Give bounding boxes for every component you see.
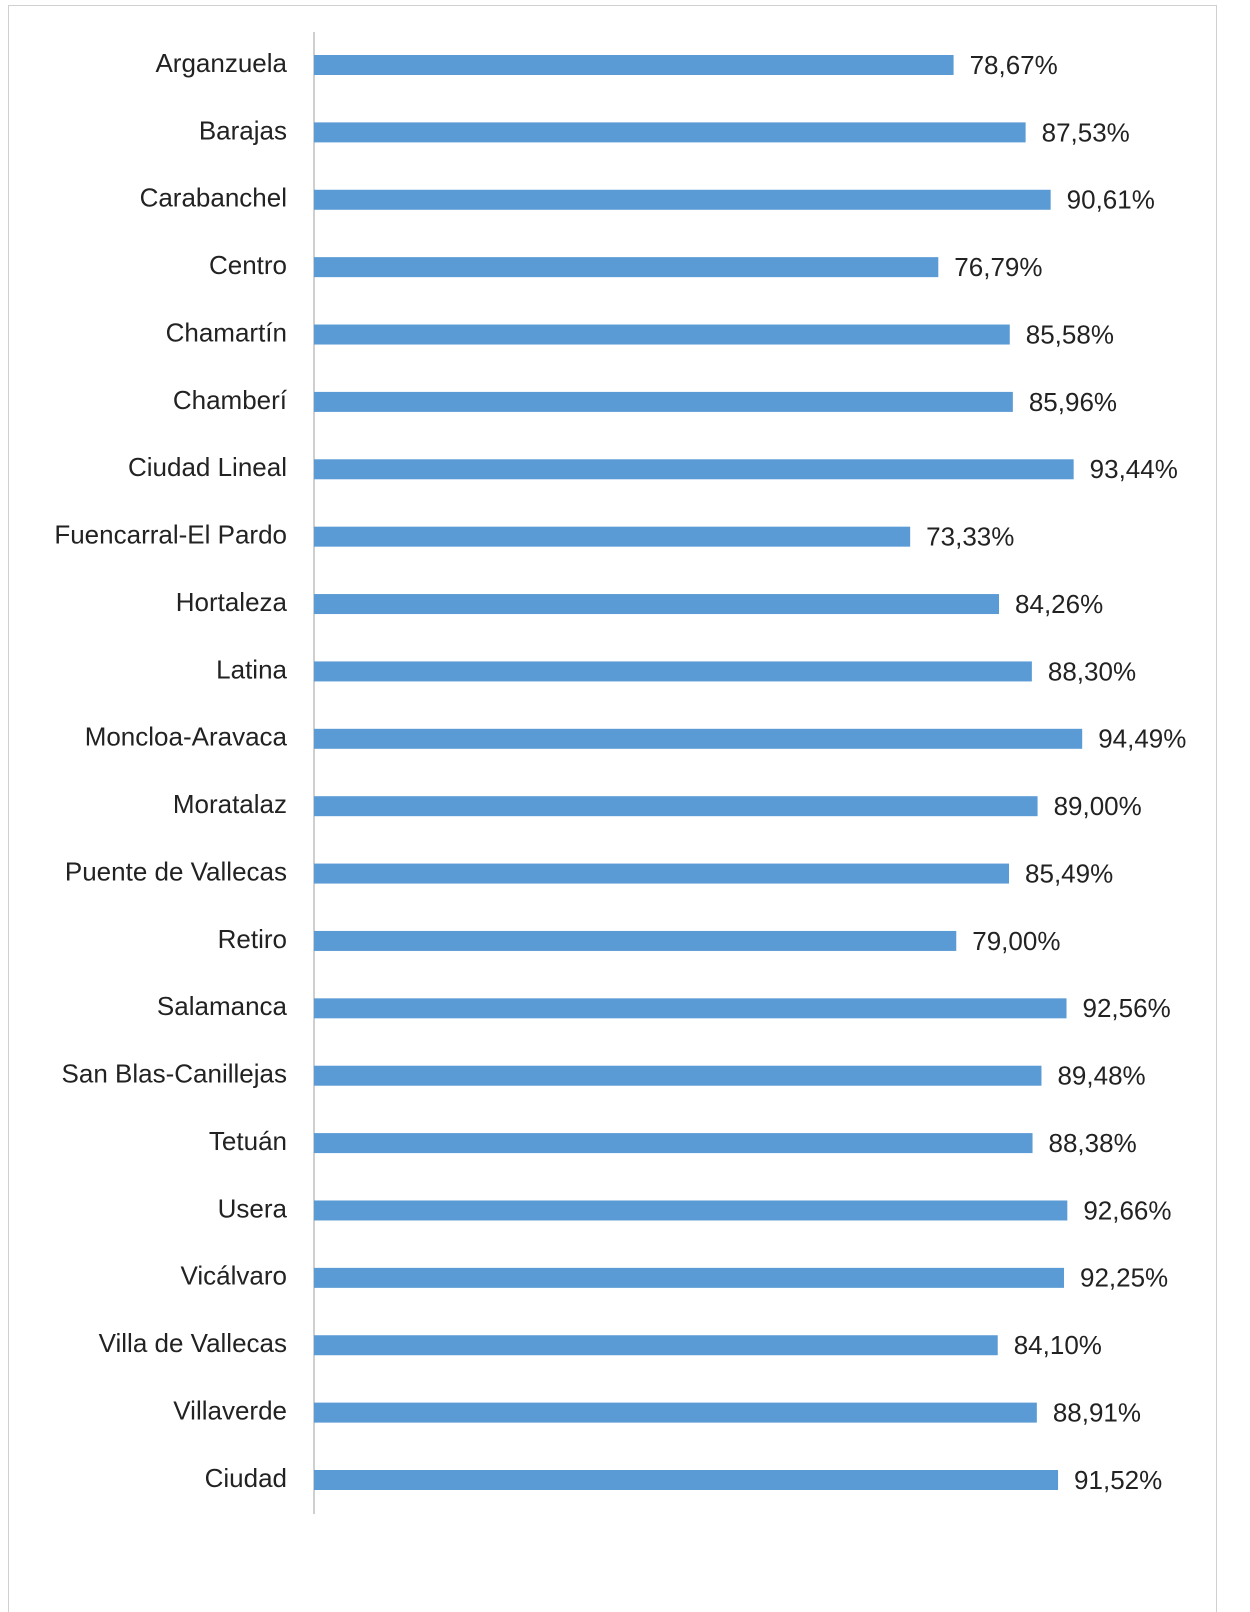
category-label: Carabanchel xyxy=(140,183,287,213)
value-label: 88,38% xyxy=(1049,1128,1137,1158)
bar xyxy=(314,189,1051,210)
bar xyxy=(314,526,911,547)
value-label: 84,10% xyxy=(1014,1330,1102,1360)
bar xyxy=(314,257,939,278)
category-label: Salamanca xyxy=(157,991,288,1021)
bar xyxy=(314,1065,1042,1086)
category-label: Puente de Vallecas xyxy=(65,856,287,886)
category-label: Centro xyxy=(209,250,287,280)
bar xyxy=(314,1267,1064,1288)
category-label: Moratalaz xyxy=(173,789,287,819)
bar xyxy=(314,661,1032,682)
category-label: Barajas xyxy=(199,115,287,145)
category-label: Ciudad xyxy=(205,1463,287,1493)
value-label: 85,49% xyxy=(1025,858,1113,888)
category-label: Fuencarral-El Pardo xyxy=(54,520,287,550)
category-label: Usera xyxy=(218,1193,288,1223)
value-label: 91,52% xyxy=(1074,1465,1162,1495)
bar xyxy=(314,1402,1037,1423)
bar xyxy=(314,1470,1059,1490)
category-label: Chamartín xyxy=(166,317,287,347)
value-label: 92,56% xyxy=(1083,993,1171,1023)
bar xyxy=(314,998,1067,1019)
value-label: 89,48% xyxy=(1057,1061,1145,1091)
value-label: 92,25% xyxy=(1080,1263,1168,1293)
bar xyxy=(314,728,1083,749)
value-label: 85,96% xyxy=(1029,387,1117,417)
value-label: 93,44% xyxy=(1090,454,1178,484)
value-label: 76,79% xyxy=(954,252,1042,282)
category-label: Vicálvaro xyxy=(181,1261,287,1291)
value-label: 92,66% xyxy=(1083,1195,1171,1225)
category-label: Chamberí xyxy=(173,385,288,415)
bar xyxy=(314,1133,1033,1154)
bar xyxy=(314,459,1074,480)
value-label: 88,30% xyxy=(1048,656,1136,686)
value-label: 73,33% xyxy=(926,522,1014,552)
category-label: Hortaleza xyxy=(176,587,288,617)
value-label: 85,58% xyxy=(1026,319,1114,349)
category-label: San Blas-Canillejas xyxy=(62,1059,287,1089)
bar xyxy=(314,122,1026,143)
category-label: Moncloa-Aravaca xyxy=(85,722,288,752)
bar xyxy=(314,594,1000,615)
bar xyxy=(314,930,957,951)
bar xyxy=(314,391,1013,412)
bar xyxy=(314,796,1038,817)
category-label: Ciudad Lineal xyxy=(128,452,287,482)
value-label: 94,49% xyxy=(1098,724,1186,754)
value-label: 90,61% xyxy=(1067,185,1155,215)
category-label: Villa de Vallecas xyxy=(99,1328,287,1358)
value-label: 89,00% xyxy=(1054,791,1142,821)
bar xyxy=(314,55,954,75)
category-label: Retiro xyxy=(218,924,287,954)
category-label: Villaverde xyxy=(173,1395,287,1425)
bar xyxy=(314,1335,998,1356)
value-label: 84,26% xyxy=(1015,589,1103,619)
category-label: Tetuán xyxy=(209,1126,287,1156)
value-label: 87,53% xyxy=(1042,117,1130,147)
bar xyxy=(314,324,1010,345)
bar xyxy=(314,863,1010,884)
category-label: Latina xyxy=(216,654,287,684)
category-label: Arganzuela xyxy=(155,48,287,78)
value-label: 78,67% xyxy=(970,50,1058,80)
value-label: 88,91% xyxy=(1053,1397,1141,1427)
chart-frame xyxy=(8,5,1217,1612)
value-label: 79,00% xyxy=(972,926,1060,956)
bar xyxy=(314,1200,1068,1221)
